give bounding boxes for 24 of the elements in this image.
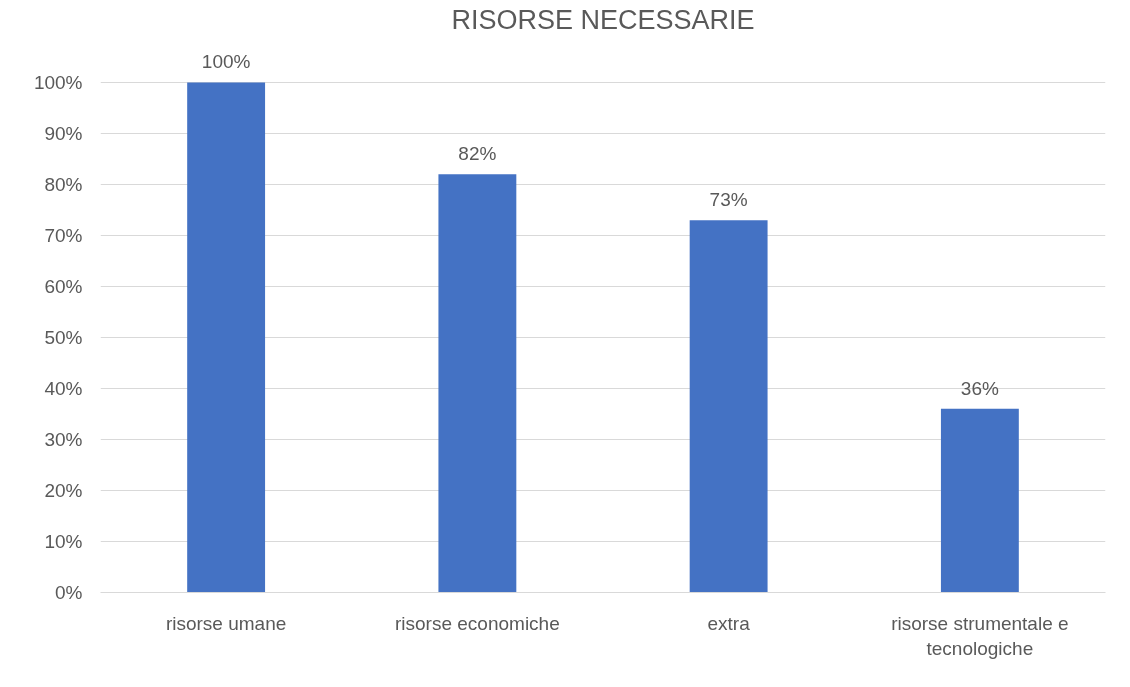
y-tick-label: 0% (55, 582, 83, 603)
y-tick-label: 80% (44, 173, 83, 195)
data-label: 36% (960, 377, 999, 399)
bar (438, 174, 517, 593)
bar (940, 408, 1019, 593)
data-label: 100% (201, 51, 251, 73)
bar (689, 220, 768, 593)
x-tick-label: extra (707, 612, 751, 634)
y-tick-label: 70% (44, 224, 83, 246)
y-tick-label: 60% (44, 275, 83, 297)
x-tick-label: risorse economiche (395, 612, 560, 634)
data-label: 73% (709, 189, 748, 211)
y-tick-label: 30% (44, 428, 83, 450)
x-tick-label: risorse strumentale e tecnologiche (891, 612, 1069, 659)
y-tick-label: 20% (44, 479, 83, 501)
y-tick-label: 50% (44, 326, 83, 348)
data-label: 82% (458, 143, 497, 165)
y-tick-label: 90% (44, 122, 83, 144)
chart-title: RISORSE NECESSARIE (451, 4, 755, 35)
y-tick-label: 40% (44, 377, 83, 399)
bar (187, 82, 266, 593)
y-tick-label: 100% (33, 71, 83, 93)
y-tick-label: 10% (44, 530, 83, 552)
x-tick-label: risorse umane (165, 612, 287, 634)
